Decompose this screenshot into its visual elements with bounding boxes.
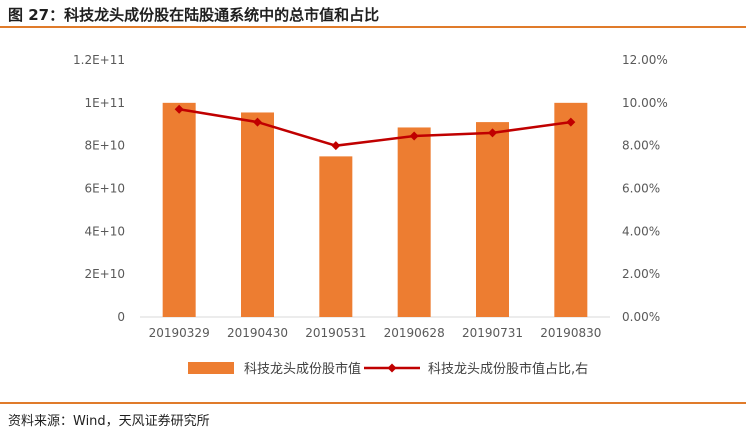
combo-chart: 0 2E+10 4E+10 6E+10 8E+10 1E+11 1.2E+11 0.00% 2…: [73, 53, 668, 377]
right-tick-label: 0.00%: [622, 310, 660, 324]
bottom-rule: [0, 402, 746, 404]
x-axis: 20190329 20190430 20190531 20190628 20190731…: [149, 326, 602, 340]
bar: [476, 122, 509, 317]
x-tick-label: 20190329: [149, 326, 210, 340]
left-axis: 0 2E+10 4E+10 6E+10 8E+10 1E+11 1.2E+11: [73, 53, 125, 324]
series-line: [178, 108, 572, 147]
line-point: [409, 131, 419, 141]
x-tick-label: 20190628: [384, 326, 445, 340]
legend-bar-swatch: [188, 362, 234, 374]
x-tick-label: 20190430: [227, 326, 288, 340]
top-rule: [0, 26, 746, 28]
left-tick-label: 6E+10: [84, 182, 125, 196]
line-series: [174, 104, 576, 151]
right-tick-label: 2.00%: [622, 267, 660, 281]
bar: [319, 156, 353, 317]
legend-line-label: 科技龙头成份股市值占比,右: [428, 361, 588, 377]
x-tick-label: 20190731: [462, 326, 523, 340]
x-tick-label: 20190531: [305, 326, 366, 340]
left-tick-label: 4E+10: [84, 224, 125, 238]
line-point: [253, 117, 262, 127]
left-tick-label: 1.2E+11: [73, 53, 125, 67]
bar-series: [162, 102, 588, 318]
left-tick-label: 0: [117, 310, 125, 324]
left-tick-label: 2E+10: [84, 267, 125, 281]
right-tick-label: 6.00%: [622, 182, 660, 196]
right-tick-label: 8.00%: [622, 139, 660, 153]
line-point: [174, 104, 184, 114]
chart-title: 图 27：科技龙头成份股在陆股通系统中的总市值和占比: [8, 6, 380, 24]
line-point: [331, 141, 341, 151]
line-point: [488, 128, 497, 138]
right-tick-label: 4.00%: [622, 224, 660, 238]
bar: [162, 102, 196, 317]
bar: [241, 112, 274, 318]
source-note: 资料来源：Wind，天风证券研究所: [8, 414, 210, 429]
left-tick-label: 1E+11: [84, 96, 125, 110]
left-tick-label: 8E+10: [84, 139, 125, 153]
right-axis: 0.00% 2.00% 4.00% 6.00% 8.00% 10.00% 12.00%: [622, 53, 668, 324]
line-point: [566, 117, 576, 127]
legend-bar-label: 科技龙头成份股市值: [244, 361, 361, 377]
x-tick-label: 20190830: [540, 326, 601, 340]
bar: [397, 127, 431, 318]
bar: [554, 102, 588, 317]
legend: 科技龙头成份股市值 科技龙头成份股市值占比,右: [188, 361, 588, 377]
right-tick-label: 12.00%: [622, 53, 668, 67]
right-tick-label: 10.00%: [622, 96, 668, 110]
legend-line-marker: [387, 363, 397, 373]
